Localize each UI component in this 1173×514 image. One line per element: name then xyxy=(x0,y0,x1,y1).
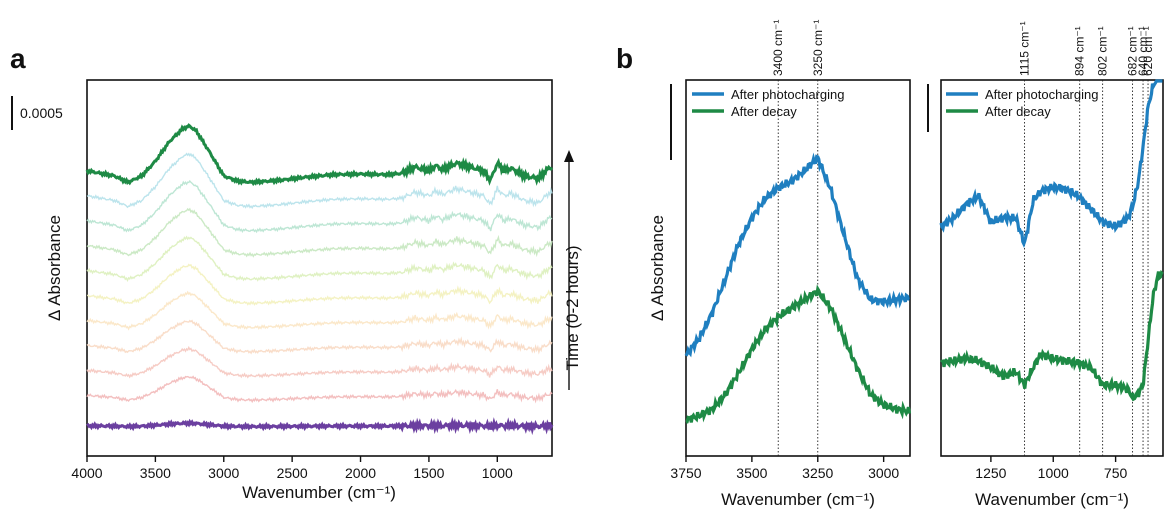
panel-a-spectrum-3 xyxy=(86,319,553,355)
panel-b-right-xtick-label: 1000 xyxy=(1038,465,1069,481)
panel-b-right-series-decay xyxy=(940,269,1164,402)
panel-a-spectrum-7 xyxy=(86,207,553,258)
panel-a-spectrum-1 xyxy=(86,375,553,404)
panel-b-right-series-photocharging xyxy=(939,79,1163,249)
panel-a-xlabel: Wavenumber (cm⁻¹) xyxy=(242,483,396,502)
panel-a-xtick-label: 3000 xyxy=(208,465,239,481)
panel-b-left-series-photocharging xyxy=(684,152,910,358)
panel-b-left-frame xyxy=(685,79,911,457)
panel-a-letter: a xyxy=(10,43,26,74)
panel-a-spectrum-10 xyxy=(85,123,554,187)
panel-b-right-xlabel: Wavenumber (cm⁻¹) xyxy=(975,490,1129,509)
panel-a-spectrum-8 xyxy=(86,179,553,234)
panel-b-right-frame xyxy=(940,79,1164,457)
panel-a-ylabel: Δ Absorbance xyxy=(45,215,64,321)
panel-b-right-legend: After photocharging After decay xyxy=(946,87,1098,119)
panel-b-left-legend: After photocharging After decay xyxy=(692,87,844,119)
panel-a-xtick-label: 4000 xyxy=(71,465,102,481)
panel-a-xticks: 4000 3500 3000 2500 2000 1500 1000 xyxy=(71,456,513,481)
panel-a-spectrum-2 xyxy=(86,345,553,379)
panel-b-ylabel: Δ Absorbance xyxy=(648,215,667,321)
panel-b-left-xtick-label: 3250 xyxy=(802,465,833,481)
panel-b-left-xtick-label: 3000 xyxy=(868,465,899,481)
panel-a-spectrum-6 xyxy=(86,235,553,283)
panel-a-scale-bar-label: 0.0005 xyxy=(20,105,63,121)
panel-a-xtick-label: 1500 xyxy=(413,465,444,481)
panel-b-right-peak-label: 620 cm⁻¹ xyxy=(1141,26,1155,76)
panel-b-right-peak-label: 682 cm⁻¹ xyxy=(1126,26,1140,76)
time-arrow-label: Time (0-2 hours) xyxy=(563,245,582,370)
panel-b-left-xtick-label: 3500 xyxy=(736,465,767,481)
legend-label-decay: After decay xyxy=(731,104,797,119)
panel-b-left-series-decay xyxy=(685,284,912,424)
panel-b-right-peak-label: 640 cm⁻¹ xyxy=(1136,26,1150,76)
panel-b-right-peak-label: 894 cm⁻¹ xyxy=(1073,26,1087,76)
panel-b-right-peak-label: 802 cm⁻¹ xyxy=(1096,26,1110,76)
legend-label-decay: After decay xyxy=(985,104,1051,119)
panel-b-left-peak-label: 3400 cm⁻¹ xyxy=(771,20,785,76)
panel-b-right-xtick-label: 750 xyxy=(1104,465,1128,481)
panel-b-left-plot: 3400 cm⁻¹ 3250 cm⁻¹ 3750 3500 3250 3000 xyxy=(670,20,912,481)
panel-a-xtick-label: 2000 xyxy=(345,465,376,481)
panel-a-spectrum-4 xyxy=(86,290,553,331)
panel-b-left-xlabel: Wavenumber (cm⁻¹) xyxy=(721,490,875,509)
legend-label-photocharging: After photocharging xyxy=(731,87,844,102)
panel-b-letter: b xyxy=(616,43,633,74)
panel-a-spectrum-0 xyxy=(86,416,554,436)
panel-a-xtick-label: 1000 xyxy=(482,465,513,481)
panel-b-left-xtick-label: 3750 xyxy=(670,465,701,481)
time-arrow-head-icon xyxy=(564,150,574,162)
panel-b-right-xtick-label: 1250 xyxy=(975,465,1006,481)
panel-a-xtick-label: 3500 xyxy=(140,465,171,481)
panel-a-spectrum-9 xyxy=(86,152,553,210)
panel-b-right-peak-label: 1115 cm⁻¹ xyxy=(1018,21,1032,76)
panel-a-spectrum-5 xyxy=(86,263,553,306)
panel-a-series-group xyxy=(85,123,554,436)
legend-label-photocharging: After photocharging xyxy=(985,87,1098,102)
panel-b-left-peak-label: 3250 cm⁻¹ xyxy=(811,20,825,76)
panel-a-xtick-label: 2500 xyxy=(277,465,308,481)
